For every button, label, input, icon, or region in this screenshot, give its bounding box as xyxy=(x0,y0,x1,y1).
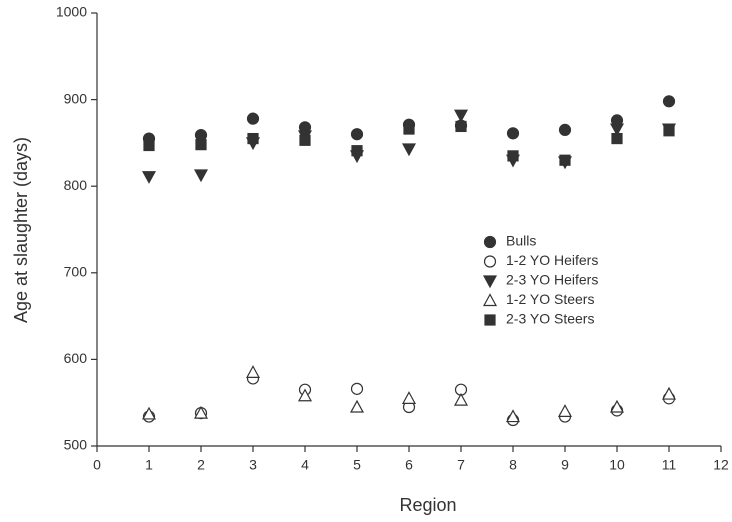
point xyxy=(246,112,260,125)
point xyxy=(194,129,208,142)
point xyxy=(141,406,157,420)
x-tick-label: 9 xyxy=(561,457,569,473)
point xyxy=(559,154,571,166)
x-tick-label: 5 xyxy=(353,457,361,473)
point xyxy=(609,399,625,413)
point xyxy=(299,134,311,146)
point xyxy=(558,123,572,137)
point xyxy=(611,132,623,145)
point xyxy=(609,123,625,137)
y-tick-label: 500 xyxy=(64,437,88,453)
point xyxy=(195,139,207,151)
point xyxy=(143,139,155,152)
point xyxy=(350,128,364,141)
point xyxy=(663,125,675,137)
point xyxy=(297,388,313,402)
y-tick-label: 900 xyxy=(64,90,88,106)
legend-marker xyxy=(482,275,498,289)
x-tick-label: 4 xyxy=(301,457,309,473)
point xyxy=(403,123,415,135)
point xyxy=(349,399,365,413)
point xyxy=(401,143,417,157)
point xyxy=(661,386,677,400)
point xyxy=(455,120,467,133)
legend-marker xyxy=(482,293,498,307)
x-tick-label: 10 xyxy=(609,457,625,473)
point xyxy=(557,404,573,417)
x-tick-label: 11 xyxy=(662,457,677,473)
legend-marker xyxy=(484,314,496,326)
legend-label: 1-2 YO Heifers xyxy=(506,252,598,268)
x-tick-label: 0 xyxy=(93,457,101,473)
x-tick-label: 6 xyxy=(405,457,413,473)
y-tick-label: 700 xyxy=(64,264,88,280)
point xyxy=(141,171,157,184)
x-tick-label: 8 xyxy=(509,457,517,473)
point xyxy=(453,109,469,123)
legend-label: 1-2 YO Steers xyxy=(506,291,594,307)
point xyxy=(245,365,261,378)
point xyxy=(193,405,209,419)
x-tick-label: 1 xyxy=(145,457,153,473)
legend-label: 2-3 YO Steers xyxy=(506,311,594,327)
x-axis-title: Region xyxy=(399,495,456,515)
y-tick-label: 600 xyxy=(64,350,88,366)
point xyxy=(505,409,521,423)
legend-marker xyxy=(483,235,497,249)
point xyxy=(507,150,519,162)
y-tick-label: 1000 xyxy=(56,4,87,20)
point xyxy=(506,127,520,140)
legend-marker xyxy=(483,255,497,268)
point xyxy=(247,132,259,145)
x-tick-label: 12 xyxy=(713,457,729,473)
point xyxy=(453,392,469,406)
point xyxy=(401,391,417,404)
x-tick-label: 3 xyxy=(249,457,257,473)
point xyxy=(662,95,676,108)
y-tick-label: 800 xyxy=(64,177,88,193)
point xyxy=(351,145,363,157)
legend-label: Bulls xyxy=(506,233,536,249)
x-tick-label: 7 xyxy=(457,457,465,473)
point xyxy=(193,169,209,183)
y-axis-title: Age at slaughter (days) xyxy=(11,137,31,323)
point xyxy=(350,382,364,395)
legend-label: 2-3 YO Heifers xyxy=(506,272,598,288)
x-tick-label: 2 xyxy=(197,457,205,473)
